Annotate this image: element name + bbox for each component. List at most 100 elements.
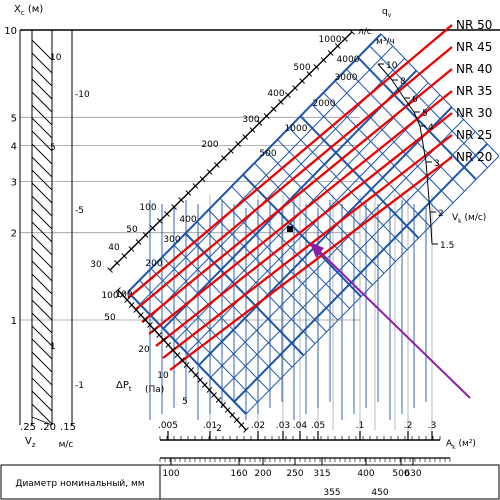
vz-mark-label: 1	[50, 342, 56, 352]
vz-value-label: .20	[40, 422, 56, 433]
flow-tick	[334, 43, 341, 49]
grid-line-v	[139, 45, 394, 305]
vz-mark-label: 10	[50, 53, 62, 63]
flow-ls-tick-label: 30	[90, 260, 102, 270]
flow-ls-tick-label: 200	[201, 140, 218, 150]
velocity-axis-segment	[429, 211, 433, 245]
vz-unit-label: м/с	[59, 440, 74, 450]
flow-tick	[142, 232, 149, 238]
xc-tick-label: 1	[11, 316, 17, 327]
flow-m3h-tick-label: 3000	[335, 73, 358, 83]
pressure-tick-label: 100	[101, 291, 118, 301]
hatch-line	[31, 117, 53, 139]
arrow-shaft	[317, 249, 471, 399]
hatch-line	[31, 52, 53, 74]
area-tick-label: .03	[276, 421, 290, 431]
flow-tick	[285, 92, 291, 98]
velocity-tick-label: 5	[422, 109, 428, 119]
pressure-tick	[151, 327, 158, 333]
flow-tick	[313, 64, 320, 70]
pressure-tick	[197, 377, 204, 383]
pressure-tick	[174, 352, 181, 358]
flow-tick	[256, 120, 263, 126]
flow-tick	[206, 169, 213, 175]
hatch-line	[31, 273, 53, 295]
pressure-tick-label: 2	[216, 424, 222, 434]
flow-tick	[178, 197, 184, 203]
operating-point-marker	[287, 226, 293, 232]
pressure-tick-label: 20	[138, 345, 150, 355]
footer-diameter-value: 630	[404, 469, 421, 479]
nr-label: NR 30	[456, 106, 492, 120]
velocity-tick-label: 1.5	[440, 241, 454, 251]
area-tick-label: .2	[404, 421, 413, 431]
hatch-line	[31, 65, 53, 87]
footer-diameter-value: 100	[162, 469, 179, 479]
flow-tick	[171, 204, 177, 210]
pressure-tick	[138, 312, 144, 318]
flow-q-title: qv	[382, 7, 392, 19]
flow-tick	[149, 225, 156, 231]
vz-mark-label: -5	[75, 206, 84, 216]
vz-mark-label: 5	[50, 143, 56, 153]
pressure-tick	[243, 427, 249, 433]
hatch-line	[31, 182, 53, 204]
velocity-tick-label: 3	[434, 159, 440, 169]
velocity-axis-segment	[403, 97, 415, 113]
velocity-tick-label: 10	[386, 61, 398, 71]
flow-m3h-tick-label: 200	[145, 259, 162, 269]
hatch-line	[31, 104, 53, 126]
velocity-axis-segment	[377, 63, 393, 81]
flow-tick	[107, 267, 113, 273]
hatch-line	[31, 234, 53, 256]
nr-line	[148, 90, 453, 335]
flow-tick	[135, 239, 142, 245]
velocity-tick-label: 4	[428, 123, 434, 133]
area-tick-label: .005	[158, 421, 178, 431]
flow-tick	[235, 141, 241, 147]
pressure-tick	[192, 372, 199, 378]
nr-label: NR 35	[456, 84, 492, 98]
nr-line	[155, 112, 453, 347]
footer-diameter-value-lower: 355	[323, 488, 340, 498]
velocity-tick-label: 2	[438, 209, 444, 219]
velocity-tick-label: 6	[412, 95, 418, 105]
grid-line-v	[222, 131, 476, 390]
flow-tick	[249, 127, 256, 133]
flow-tick	[342, 36, 348, 42]
pressure-tick	[124, 297, 130, 303]
pressure-tick	[202, 382, 208, 388]
velocity-axis-segment	[391, 79, 405, 99]
area-tick-label: .02	[251, 421, 265, 431]
flow-tick	[199, 176, 206, 182]
hatch-line	[31, 169, 53, 191]
hatch-line	[31, 364, 53, 386]
xc-tick-label: 3	[11, 178, 17, 189]
area-tick-label: .01	[203, 421, 217, 431]
pressure-tick	[160, 337, 167, 343]
flow-tick	[164, 211, 170, 217]
flow-ls-tick-label: 500	[293, 63, 310, 73]
pressure-tick	[188, 367, 194, 373]
grid-line-v	[210, 119, 464, 378]
velocity-tick-label: 8	[400, 77, 406, 87]
footer-diameter-value: 500	[392, 469, 409, 479]
pressure-tick-label: 50	[104, 313, 116, 323]
pressure-tick	[211, 392, 217, 398]
flow-ls-tick-label: 300	[242, 115, 259, 125]
nr-line	[141, 68, 453, 323]
pressure-axis-title: ΔPt	[116, 380, 132, 393]
flow-tick	[114, 260, 120, 266]
area-tick-label: .05	[311, 421, 325, 431]
hatch-line	[31, 416, 53, 426]
hatch-line	[31, 403, 53, 425]
hatch-line	[31, 338, 53, 360]
pressure-tick	[215, 397, 222, 403]
flow-tick	[349, 29, 355, 35]
vz-value-label: .15	[60, 422, 76, 433]
hatch-line	[31, 247, 53, 269]
flow-tick	[228, 148, 234, 154]
vz-mark-label: -1	[75, 381, 84, 391]
pressure-tick	[234, 417, 240, 423]
vz-mark-label: -10	[75, 90, 90, 100]
